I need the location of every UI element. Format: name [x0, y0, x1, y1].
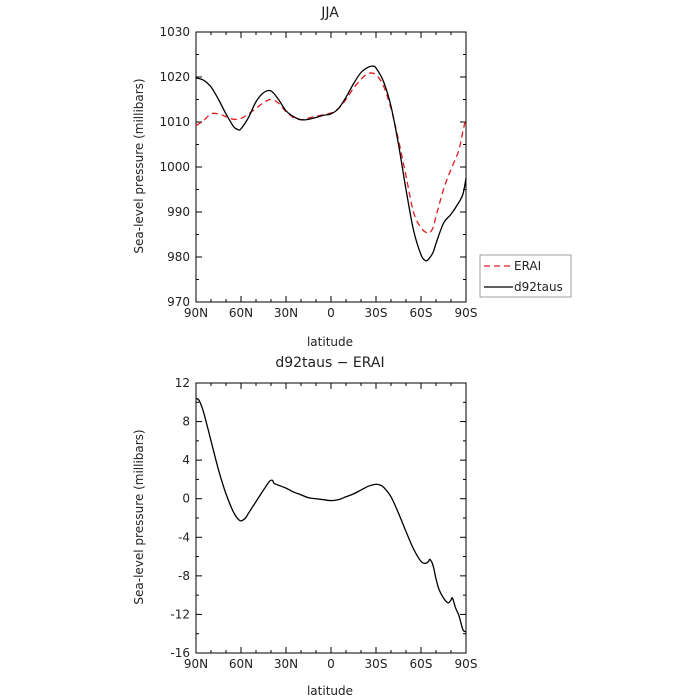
bottom-x-tick-label: 90S	[455, 657, 478, 671]
top-panel-series	[195, 65, 467, 262]
legend-d92taus-label: d92taus	[514, 280, 563, 294]
top-panel-y-axis-label: Sea-level pressure (millibars)	[132, 78, 146, 253]
bottom-panel-y-axis-label: Sea-level pressure (millibars)	[132, 429, 146, 604]
top-series-d92taus-line	[195, 65, 467, 262]
top-x-tick-label: 90S	[455, 306, 478, 320]
top-x-tick-label: 30N	[274, 306, 298, 320]
top-y-tick-label: 990	[167, 205, 190, 219]
bottom-y-tick-label: -8	[178, 569, 190, 583]
top-y-tick-label: 1020	[159, 70, 190, 84]
top-x-tick-label: 90N	[184, 306, 208, 320]
top-y-tick-label: 1030	[159, 25, 190, 39]
top-y-tick-label: 980	[167, 250, 190, 264]
top-x-tick-label: 60S	[410, 306, 433, 320]
bottom-y-tick-label: 12	[175, 376, 190, 390]
legend: ERAI d92taus	[479, 254, 572, 298]
bottom-y-tick-label: -12	[170, 607, 190, 621]
bottom-x-tick-label: 30N	[274, 657, 298, 671]
bottom-series-difference-line	[195, 397, 467, 633]
top-series-erai-line	[195, 72, 467, 234]
bottom-y-tick-label: 0	[182, 492, 190, 506]
top-y-tick-label: 1000	[159, 160, 190, 174]
bottom-y-tick-label: 8	[182, 415, 190, 429]
bottom-panel-title: d92taus − ERAI	[275, 355, 384, 371]
top-y-tick-label: 1010	[159, 115, 190, 129]
bottom-x-tick-label: 30S	[365, 657, 388, 671]
bottom-y-tick-label: 4	[182, 453, 190, 467]
bottom-x-tick-label: 0	[327, 657, 335, 671]
bottom-x-tick-label: 60S	[410, 657, 433, 671]
top-y-tick-label: 970	[167, 295, 190, 309]
top-panel-ticks: 970 980 990 1000 1010 1020 1030 90N 60N 30N 0 30S 60…	[159, 25, 477, 320]
bottom-x-tick-label: 90N	[184, 657, 208, 671]
legend-erai-label: ERAI	[514, 259, 541, 273]
top-x-tick-label: 0	[327, 306, 335, 320]
top-panel-title: JJA	[320, 5, 339, 21]
top-panel-x-axis-label: latitude	[307, 335, 353, 349]
bottom-y-tick-label: -4	[178, 530, 190, 544]
bottom-y-tick-label: -16	[170, 646, 190, 660]
top-panel-sea-level-pressure: JJA Sea-level pressure (millibars) latit…	[132, 5, 477, 349]
bottom-panel-series	[195, 397, 467, 633]
bottom-panel-x-axis-label: latitude	[307, 684, 353, 698]
bottom-panel-difference: d92taus − ERAI Sea-level pressure (milli…	[132, 355, 477, 698]
top-x-tick-label: 30S	[365, 306, 388, 320]
top-x-tick-label: 60N	[229, 306, 253, 320]
bottom-panel-ticks: -16 -12 -8 -4 0 4 8 12 90N 60N 30N 0 30S 60S 90S	[170, 376, 477, 671]
legend-box	[479, 254, 572, 298]
bottom-x-tick-label: 60N	[229, 657, 253, 671]
top-panel-plot-frame	[195, 31, 467, 303]
